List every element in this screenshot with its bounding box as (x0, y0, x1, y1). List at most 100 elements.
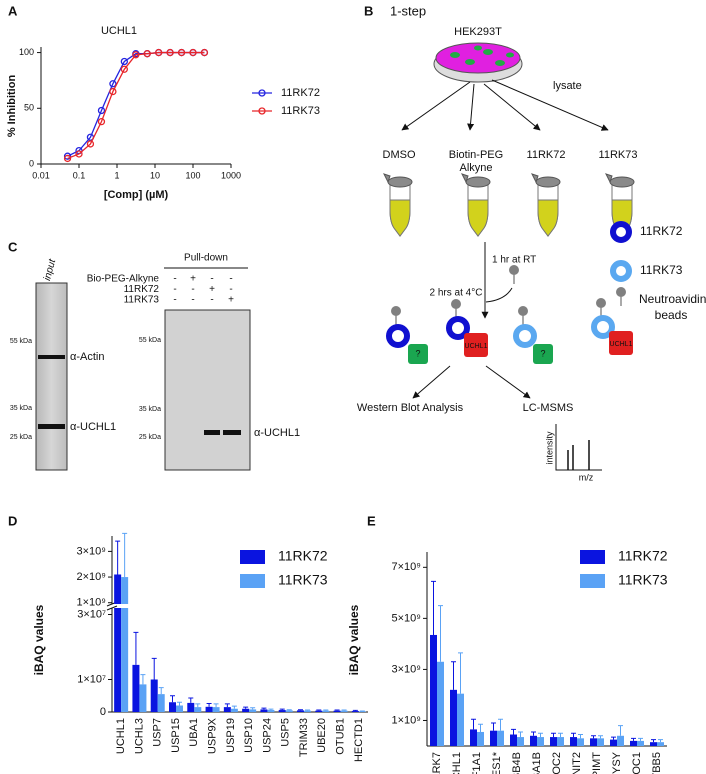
marker-label: 25 kDa (139, 434, 161, 441)
pulldown-title: Pull-down (184, 253, 228, 264)
input-lane (35, 282, 68, 471)
error-bar (231, 705, 237, 709)
bar (530, 735, 537, 746)
bar (510, 734, 517, 746)
x-tick-label: 1 (114, 170, 119, 180)
error-bar (658, 739, 663, 743)
cell-line: HEK293T (454, 26, 502, 38)
error-bar (352, 709, 358, 712)
error-bar (571, 732, 576, 738)
error-bar (498, 718, 503, 731)
sign: - (229, 284, 232, 295)
error-bar (206, 703, 212, 707)
band (223, 430, 241, 435)
x-tick-label: UCHL1 (451, 752, 463, 774)
bar (194, 707, 202, 712)
x-tick-label: PIMT (591, 752, 603, 774)
bar (242, 708, 250, 712)
panel-letter: B (364, 3, 373, 18)
point (86, 140, 95, 148)
error-bar (471, 718, 476, 730)
legend-label: 11RK73 (278, 572, 328, 588)
point (63, 154, 72, 163)
x-tick-label: USP24 (261, 718, 273, 753)
output-label: Western Blot Analysis (357, 402, 464, 414)
error-bar (558, 732, 563, 738)
ring (513, 324, 537, 348)
x-tick-label: 100 (185, 170, 200, 180)
legend-label: 11RK72 (640, 224, 683, 238)
sign: + (190, 274, 196, 285)
x-tick-label: TYSY (611, 751, 623, 774)
panel-letter: D (8, 513, 17, 528)
error-bar (618, 725, 623, 736)
x-tick-label: HECTD1 (353, 718, 365, 762)
error-bar (458, 652, 463, 694)
error-bar (298, 709, 303, 711)
legend-label: Neutroavidin (639, 292, 706, 306)
arrow (412, 365, 451, 399)
bar (157, 694, 165, 712)
arrow (485, 365, 531, 399)
x-tick-label: TBA1B (531, 752, 543, 774)
legend-swatch (580, 550, 605, 564)
bar (577, 738, 584, 746)
error-bar (598, 735, 603, 739)
protein-label: ? (540, 348, 545, 358)
error-bar (651, 739, 656, 743)
bar (550, 737, 557, 746)
point (97, 118, 106, 126)
tube-label: Biotin-PEG (449, 149, 503, 161)
point (177, 48, 186, 57)
sign: - (173, 284, 176, 295)
y-axis-label: iBAQ values (32, 604, 46, 675)
error-bar (151, 657, 157, 680)
y-tick-label: 2×10⁹ (77, 571, 107, 583)
point (155, 48, 163, 57)
error-bar (518, 731, 523, 738)
arrow (401, 81, 471, 131)
ring (446, 316, 470, 340)
sign: - (173, 274, 176, 285)
protein-label: ? (415, 348, 420, 358)
error-bar (243, 706, 249, 709)
error-bar (261, 707, 267, 710)
sign: - (229, 274, 232, 285)
step-label: 2 hrs at 4°C (430, 288, 483, 299)
marker-label: 55 kDa (10, 338, 32, 345)
protein-label: UCHL1 (610, 341, 633, 348)
sign: + (228, 295, 234, 306)
spectrum-axis-label: intensity (544, 431, 554, 465)
protein (609, 331, 633, 355)
arrow (483, 83, 541, 131)
x-tick-label: USP15 (170, 718, 182, 753)
bar (557, 737, 564, 746)
bar (176, 705, 183, 712)
x-tick-label: USP5 (280, 718, 292, 747)
bar (169, 702, 176, 712)
chart-panel: A UCHL1 0 50 100 0.01 0.1 1 10 100 1000 [Comp] (µM)… (6, 3, 320, 200)
x-tick-label: UCHL3 (133, 718, 145, 754)
error-bar (268, 708, 274, 711)
marker-label: 55 kDa (139, 337, 161, 344)
band-label: α-UCHL1 (70, 421, 116, 433)
x-tick-label: ISOC1 (631, 752, 643, 774)
bar (304, 710, 311, 712)
bar (114, 608, 122, 712)
bar (610, 739, 617, 746)
x-tick-label: USP19 (225, 718, 237, 753)
charts: A UCHL1 0 50 100 0.01 0.1 1 10 100 1000 [Comp] (µM)… (6, 3, 668, 774)
error-bar (491, 722, 496, 731)
x-tick-label: 0.01 (32, 170, 50, 180)
error-bar (438, 605, 443, 662)
axis-break (106, 605, 118, 611)
bar (278, 710, 286, 712)
band (38, 355, 65, 359)
bar (260, 709, 268, 712)
error-bar (323, 709, 329, 711)
point (166, 48, 174, 57)
ring (386, 324, 410, 348)
error-bar (431, 580, 436, 635)
y-tick-label: 1×10⁹ (77, 597, 107, 609)
